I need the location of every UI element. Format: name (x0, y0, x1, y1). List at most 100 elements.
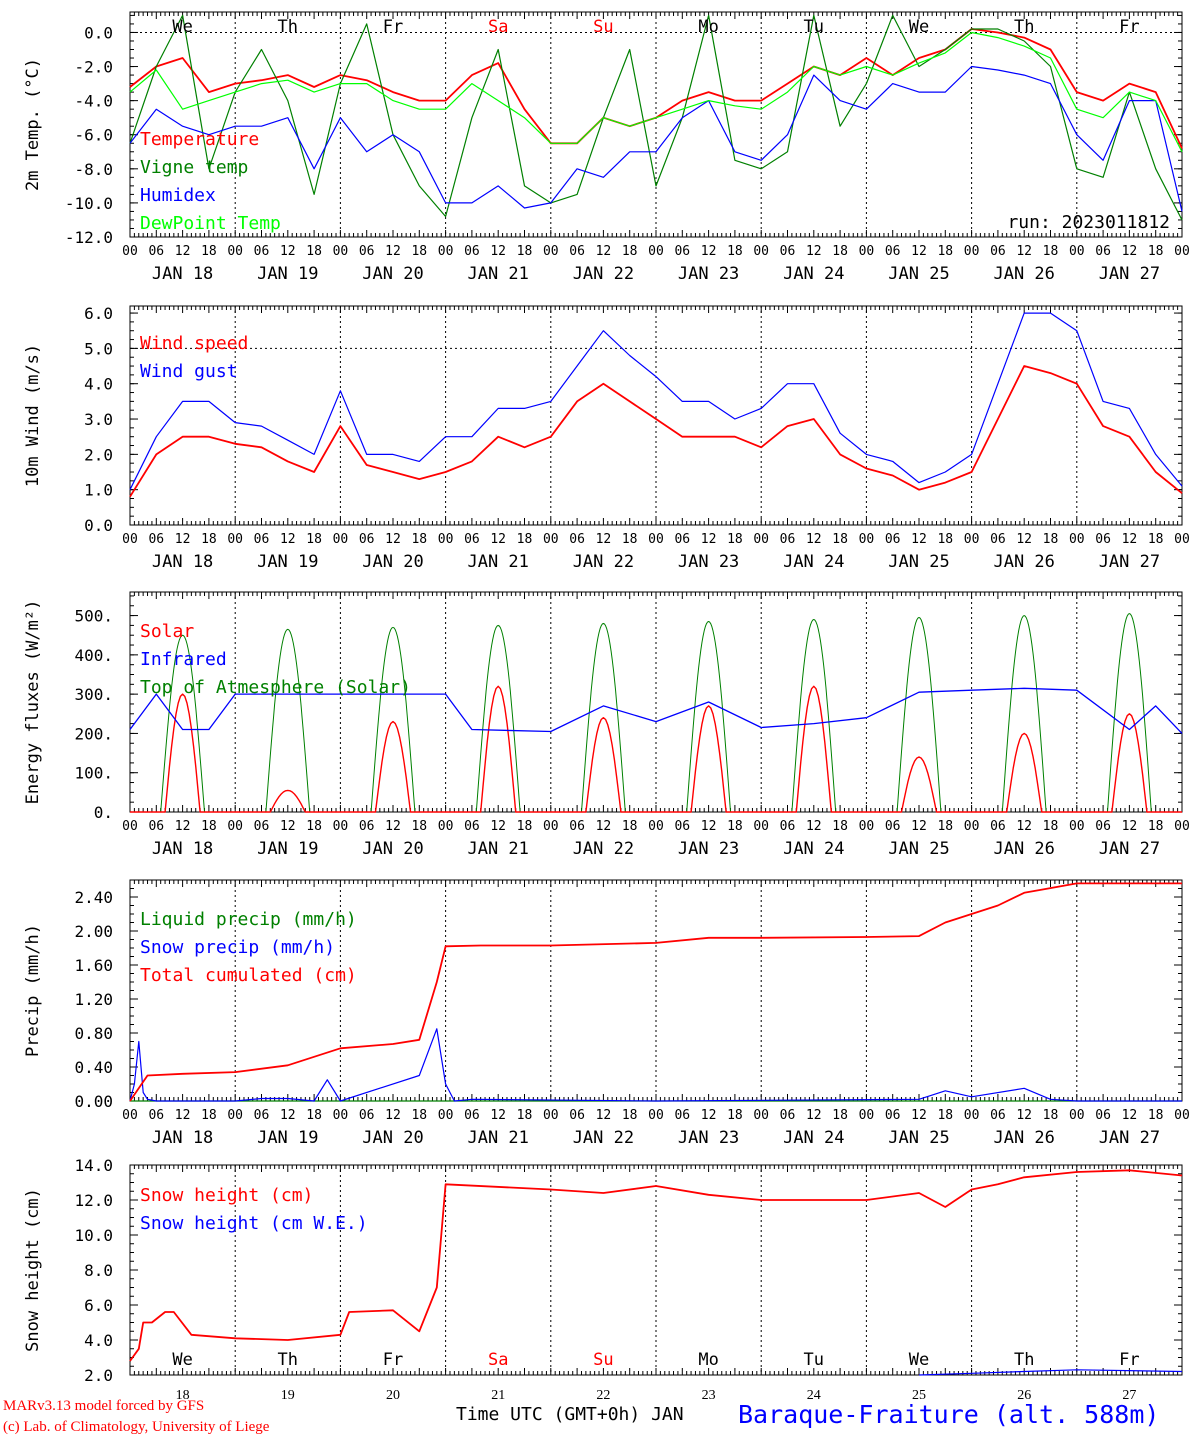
temp-hour-label: 00 (122, 244, 138, 259)
energy-hour-label: 12 (1016, 819, 1032, 834)
energy-hour-label: 06 (674, 819, 690, 834)
wind-y-axis-title: 10m Wind (m/s) (23, 344, 43, 487)
wind-legend-entry: Wind speed (140, 333, 248, 354)
energy-hour-label: 18 (1148, 819, 1164, 834)
precip-day-label: JAN 22 (573, 1128, 634, 1148)
wind-hour-label: 12 (490, 532, 506, 547)
energy-hour-label: 06 (569, 819, 585, 834)
energy-hour-label: 18 (1043, 819, 1059, 834)
x-axis-title: Time UTC (GMT+0h) JAN (456, 1404, 684, 1425)
day-number-label: 26 (1017, 1388, 1031, 1403)
temp-y-axis-title: 2m Temp. (°C) (23, 58, 43, 191)
temp-hour-label: 18 (937, 244, 953, 259)
precip-day-label: JAN 23 (678, 1128, 739, 1148)
wind-y-tick-label: 1.0 (84, 481, 113, 500)
precip-hour-label: 00 (753, 1108, 769, 1123)
weekday-label-top: Tu (804, 17, 824, 37)
wind-day-label: JAN 21 (467, 552, 528, 572)
energy-y-tick-label: 100. (74, 764, 113, 783)
weekday-label-bottom: Th (278, 1350, 298, 1370)
temp-legend-entry: Humidex (140, 185, 216, 206)
wind-hour-label: 18 (517, 532, 533, 547)
wind-y-tick-label: 4.0 (84, 375, 113, 394)
precip-hour-label: 06 (148, 1108, 164, 1123)
weekday-label-top: Th (278, 17, 298, 37)
vigne-temp-line (129, 14, 1183, 221)
temp-legend-entry: Vigne temp (140, 157, 248, 178)
wind-hour-label: 00 (438, 532, 454, 547)
day-number-label: 27 (1122, 1388, 1136, 1403)
wind-day-label: JAN 20 (362, 552, 423, 572)
temp-hour-label: 18 (517, 244, 533, 259)
wind-hour-label: 06 (569, 532, 585, 547)
snow-y-tick-label: 10.0 (74, 1226, 113, 1245)
toa-solar-line (370, 626, 416, 813)
energy-y-axis-title: Energy fluxes (W/m²) (23, 600, 43, 805)
wind-hour-label: 06 (254, 532, 270, 547)
precip-y-tick-label: 1.60 (74, 956, 113, 975)
temp-hour-label: 12 (385, 244, 401, 259)
wind-hour-label: 00 (543, 532, 559, 547)
snow-legend-entry: Snow height (cm W.E.) (140, 1213, 368, 1234)
energy-hour-label: 12 (280, 819, 296, 834)
day-number-label: 24 (807, 1388, 821, 1403)
toa-solar-line (581, 622, 626, 813)
precip-y-axis-title: Precip (mm/h) (23, 924, 43, 1057)
snow-y-tick-label: 2.0 (84, 1366, 113, 1385)
precip-hour-label: 00 (1069, 1108, 1085, 1123)
temp-day-label: JAN 27 (1099, 264, 1160, 284)
snow-y-tick-label: 8.0 (84, 1261, 113, 1280)
energy-legend-entry: Top of Atmesphere (Solar) (140, 677, 411, 698)
precip-hour-label: 18 (201, 1108, 217, 1123)
toa-solar-line (265, 628, 311, 813)
wind-hour-label: 06 (780, 532, 796, 547)
day-number-label: 19 (281, 1388, 295, 1403)
energy-hour-label: 06 (359, 819, 375, 834)
wind-hour-label: 18 (1043, 532, 1059, 547)
precip-hour-label: 12 (385, 1108, 401, 1123)
precip-hour-label: 18 (937, 1108, 953, 1123)
precip-hour-label: 06 (885, 1108, 901, 1123)
precip-hour-label: 06 (254, 1108, 270, 1123)
wind-speed-line (129, 365, 1183, 498)
precip-hour-label: 12 (1016, 1108, 1032, 1123)
temp-hour-label: 12 (1122, 244, 1138, 259)
temp-hour-label: 06 (780, 244, 796, 259)
temp-hour-label: 18 (727, 244, 743, 259)
weekday-label-bottom: Mo (698, 1350, 718, 1370)
wind-hour-label: 18 (832, 532, 848, 547)
temp-hour-label: 12 (596, 244, 612, 259)
wind-day-label: JAN 18 (152, 552, 213, 572)
day-number-label: 22 (596, 1388, 610, 1403)
wind-legend-entry: Wind gust (140, 361, 238, 382)
energy-hour-label: 18 (517, 819, 533, 834)
toa-solar-line (791, 619, 837, 813)
wind-panel: 0.0 1.0 2.0 3.0 4.0 5.0 6.0 10m Wind (m/s) 00 06 1… (23, 304, 1190, 572)
toa-solar-line (896, 617, 942, 813)
day-number-label: 23 (702, 1388, 716, 1403)
energy-day-label: JAN 25 (888, 839, 949, 859)
wind-hour-label: 18 (622, 532, 638, 547)
temp-hour-label: 00 (438, 244, 454, 259)
energy-day-label: JAN 22 (573, 839, 634, 859)
wind-hour-label: 00 (1174, 532, 1190, 547)
precip-y-tick-label: 2.00 (74, 922, 113, 941)
temp-hour-label: 18 (832, 244, 848, 259)
temp-hour-label: 00 (1069, 244, 1085, 259)
energy-day-label: JAN 26 (993, 839, 1054, 859)
temp-hour-label: 06 (990, 244, 1006, 259)
wind-day-label: JAN 25 (888, 552, 949, 572)
energy-hour-label: 18 (937, 819, 953, 834)
precip-hour-label: 06 (569, 1108, 585, 1123)
temp-y-tick-label: -6.0 (74, 126, 113, 145)
wind-hour-label: 00 (648, 532, 664, 547)
energy-day-label: JAN 21 (467, 839, 528, 859)
temp-hour-label: 06 (148, 244, 164, 259)
temp-hour-label: 18 (622, 244, 638, 259)
weekday-label-bottom: Sa (488, 1350, 508, 1370)
energy-hour-label: 00 (1174, 819, 1190, 834)
wind-hour-label: 06 (674, 532, 690, 547)
wind-y-tick-label: 0.0 (84, 516, 113, 535)
temp-hour-label: 00 (543, 244, 559, 259)
precip-hour-label: 06 (464, 1108, 480, 1123)
